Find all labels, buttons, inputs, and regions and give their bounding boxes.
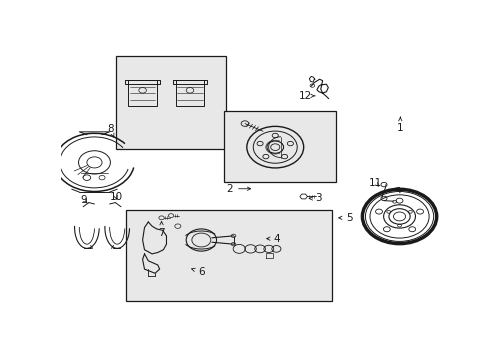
Text: 8: 8 bbox=[107, 124, 114, 137]
Text: 3: 3 bbox=[308, 193, 322, 203]
Text: 2: 2 bbox=[226, 184, 250, 194]
Text: 10: 10 bbox=[109, 192, 122, 202]
Bar bbox=[128, 80, 157, 106]
Bar bbox=[175, 80, 204, 106]
Text: 9: 9 bbox=[81, 195, 87, 205]
Text: 6: 6 bbox=[191, 267, 204, 277]
Text: 11: 11 bbox=[368, 178, 382, 188]
Text: 4: 4 bbox=[266, 234, 280, 244]
Bar bbox=[125, 210, 331, 301]
Text: 1: 1 bbox=[396, 117, 403, 133]
Text: 12: 12 bbox=[298, 91, 314, 101]
Text: 7: 7 bbox=[158, 221, 164, 238]
Bar bbox=[116, 56, 225, 149]
Text: 5: 5 bbox=[338, 213, 352, 223]
Bar bbox=[224, 111, 335, 182]
